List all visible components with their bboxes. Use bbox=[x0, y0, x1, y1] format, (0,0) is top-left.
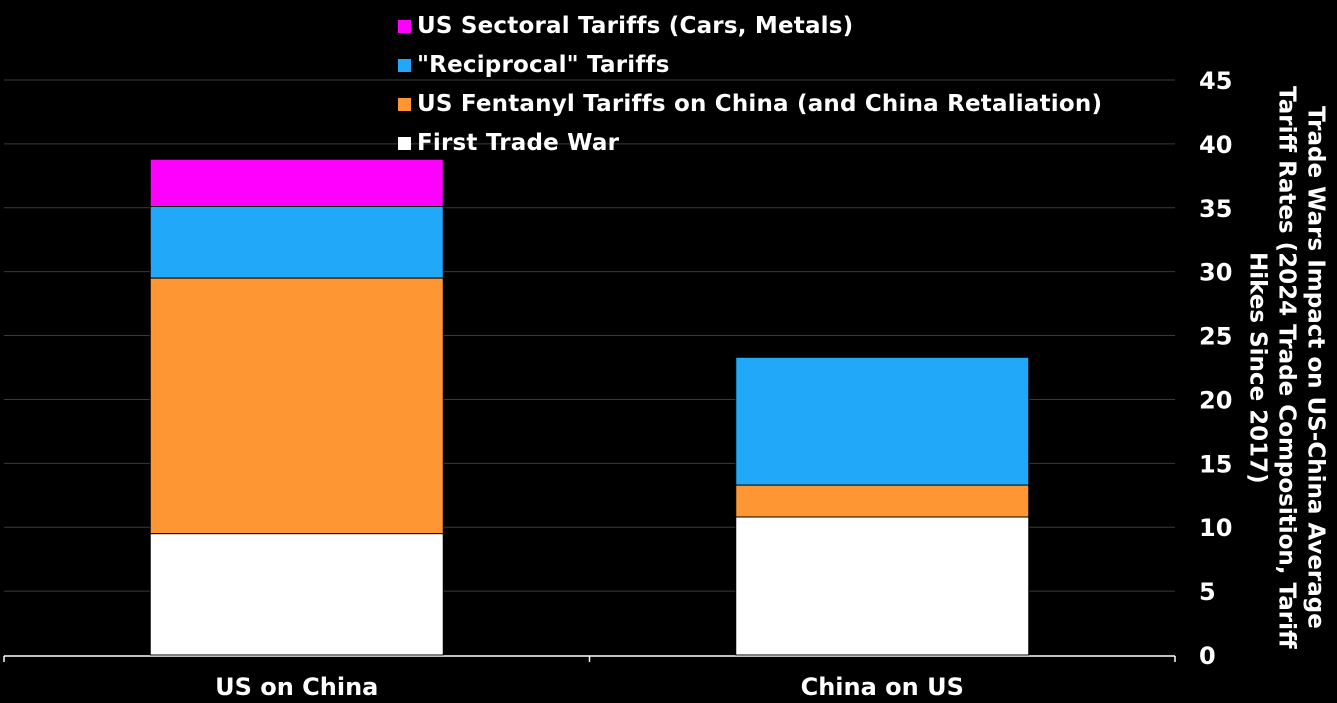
y-tick-label: 35 bbox=[1199, 195, 1232, 223]
legend-label-sectoral: US Sectoral Tariffs (Cars, Metals) bbox=[417, 12, 854, 39]
legend-label-fentanyl: US Fentanyl Tariffs on China (and China … bbox=[417, 90, 1103, 117]
bar-segment bbox=[149, 277, 444, 535]
y-tick-label: 15 bbox=[1199, 450, 1232, 478]
bar-segment bbox=[149, 206, 444, 279]
bar-segment bbox=[149, 533, 444, 656]
x-tick-label: US on China bbox=[215, 673, 378, 701]
y-tick-label: 5 bbox=[1199, 578, 1216, 606]
legend-swatch-reciprocal bbox=[398, 59, 411, 72]
bar-segment bbox=[735, 484, 1030, 518]
y-tick-label: 45 bbox=[1199, 67, 1232, 95]
y-tick-label: 40 bbox=[1199, 131, 1232, 159]
y-tick-label: 20 bbox=[1199, 386, 1232, 414]
legend-label-first-trade-war: First Trade War bbox=[417, 129, 620, 156]
x-tick-label: China on US bbox=[801, 673, 964, 701]
bar-segment bbox=[735, 516, 1030, 656]
y-tick-label: 10 bbox=[1199, 514, 1232, 542]
bar-segment bbox=[149, 158, 444, 208]
y-tick-label: 30 bbox=[1199, 259, 1232, 287]
legend-item-sectoral: US Sectoral Tariffs (Cars, Metals) bbox=[398, 6, 1102, 45]
legend-item-first-trade-war: First Trade War bbox=[398, 123, 1102, 162]
y-axis-title-wrap: Trade Wars Impact on US-China Average Ta… bbox=[1236, 80, 1336, 655]
bar-segment bbox=[735, 356, 1030, 486]
legend-swatch-sectoral bbox=[398, 20, 411, 33]
y-tick-label: 25 bbox=[1199, 323, 1232, 351]
legend-item-reciprocal: "Reciprocal" Tariffs bbox=[398, 45, 1102, 84]
legend: US Sectoral Tariffs (Cars, Metals) "Reci… bbox=[398, 6, 1102, 162]
y-tick-label: 0 bbox=[1199, 642, 1216, 670]
legend-label-reciprocal: "Reciprocal" Tariffs bbox=[417, 51, 670, 78]
legend-item-fentanyl: US Fentanyl Tariffs on China (and China … bbox=[398, 84, 1102, 123]
y-axis-title: Trade Wars Impact on US-China Average Ta… bbox=[1244, 86, 1329, 649]
legend-swatch-fentanyl bbox=[398, 98, 411, 111]
legend-swatch-first-trade-war bbox=[398, 137, 411, 150]
